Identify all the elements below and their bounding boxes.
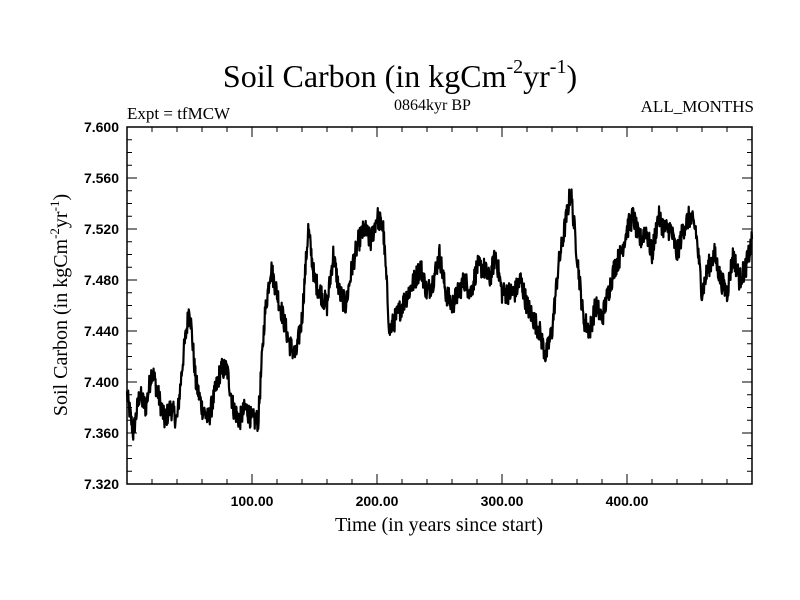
y-tick-label: 7.560 — [84, 170, 119, 186]
x-tick-label: 300.00 — [481, 493, 524, 509]
y-tick-label: 7.400 — [84, 374, 119, 390]
x-tick-label: 200.00 — [356, 493, 399, 509]
y-tick-label: 7.600 — [84, 119, 119, 135]
y-tick-label: 7.440 — [84, 323, 119, 339]
x-tick-label: 400.00 — [606, 493, 649, 509]
ticks-layer: 7.320 7.360 7.400 7.440 7.480 7.520 7.560 7.600… — [84, 119, 753, 509]
chart-title: Soil Carbon (in kgCm-2yr-1) — [222, 56, 578, 94]
x-axis-title: Time (in years since start) — [335, 514, 543, 536]
y-tick-label: 7.320 — [84, 476, 119, 492]
plot-frame — [126, 126, 753, 485]
months-label: ALL_MONTHS — [640, 97, 754, 116]
y-axis-title: Soil Carbon (in kgCm-2yr-1) — [47, 194, 72, 416]
y-tick-label: 7.520 — [84, 221, 119, 237]
series-layer — [125, 188, 754, 441]
x-tick-label: 100.00 — [231, 493, 274, 509]
y-tick-label: 7.360 — [84, 425, 119, 441]
experiment-label: Expt = tfMCW — [127, 104, 231, 123]
series-line — [125, 188, 754, 441]
period-label: 0864kyr BP — [394, 97, 471, 114]
y-tick-label: 7.480 — [84, 272, 119, 288]
